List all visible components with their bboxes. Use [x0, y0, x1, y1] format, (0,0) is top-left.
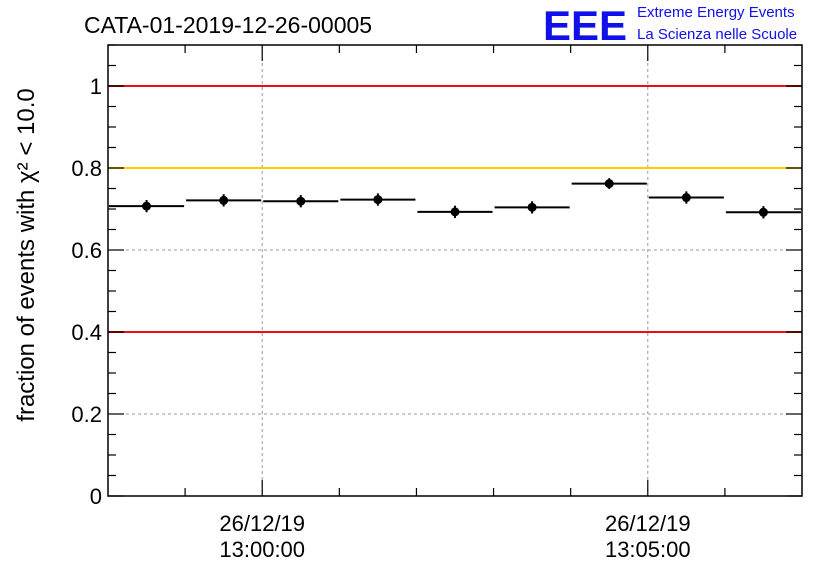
logo-mark: EEE — [543, 2, 627, 49]
x-tick-label-time: 13:05:00 — [605, 537, 691, 562]
data-point — [450, 207, 460, 217]
plot-area: 00.20.40.60.8126/12/1913:00:0026/12/1913… — [71, 44, 803, 562]
data-point — [219, 195, 229, 205]
data-point — [681, 193, 691, 203]
x-tick-label-date: 26/12/19 — [605, 511, 691, 536]
data-point — [373, 195, 383, 205]
logo-line-1: Extreme Energy Events — [637, 4, 795, 21]
data-point — [527, 202, 537, 212]
y-tick-label: 0.4 — [71, 320, 102, 345]
y-tick-label: 0 — [90, 484, 102, 509]
data-point — [142, 201, 152, 211]
data-point — [604, 179, 614, 189]
x-tick-label-time: 13:00:00 — [219, 537, 305, 562]
y-tick-label: 1 — [90, 74, 102, 99]
y-axis-title: fraction of events with χ² < 10.0 — [13, 88, 40, 421]
y-tick-label: 0.6 — [71, 238, 102, 263]
chart-title: CATA-01-2019-12-26-00005 — [84, 12, 372, 38]
data-point — [758, 207, 768, 217]
eee-logo: EEE Extreme Energy Events La Scienza nel… — [543, 2, 797, 49]
logo-line-2: La Scienza nelle Scuole — [637, 26, 797, 43]
y-tick-label: 0.8 — [71, 156, 102, 181]
plot-frame — [107, 44, 803, 497]
data-point — [296, 196, 306, 206]
x-tick-label-date: 26/12/19 — [219, 511, 305, 536]
y-tick-label: 0.2 — [71, 402, 102, 427]
